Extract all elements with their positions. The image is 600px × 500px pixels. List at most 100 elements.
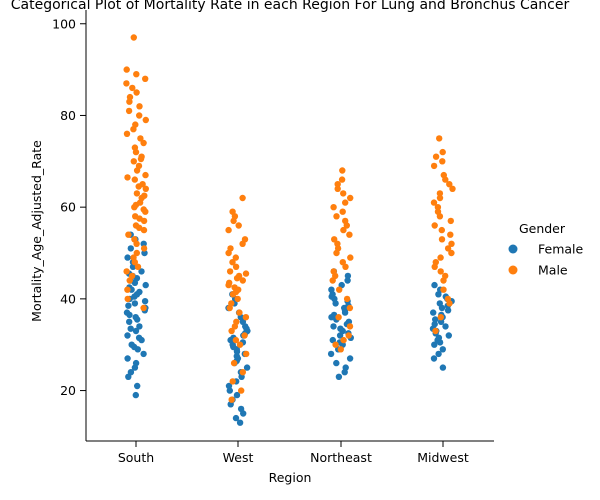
point-male bbox=[442, 272, 449, 280]
point-male bbox=[430, 162, 438, 170]
point-male bbox=[131, 236, 138, 243]
point-male bbox=[447, 217, 454, 225]
point-male bbox=[235, 222, 242, 229]
point-female bbox=[127, 245, 134, 252]
point-female bbox=[344, 272, 352, 280]
point-male bbox=[438, 226, 445, 234]
point-male bbox=[228, 396, 235, 403]
point-male bbox=[434, 208, 442, 215]
point-male bbox=[225, 226, 232, 234]
point-male bbox=[242, 314, 250, 321]
point-female bbox=[142, 281, 149, 289]
point-male bbox=[334, 185, 341, 192]
point-male bbox=[436, 190, 444, 197]
point-male bbox=[346, 304, 354, 312]
point-female bbox=[125, 302, 132, 309]
point-male bbox=[446, 181, 453, 188]
point-male bbox=[239, 277, 246, 284]
point-male bbox=[131, 144, 139, 151]
point-male bbox=[448, 240, 455, 247]
point-male bbox=[447, 231, 454, 238]
point-female bbox=[136, 323, 143, 330]
y-tick-label: 80 bbox=[60, 108, 76, 123]
point-male bbox=[336, 286, 343, 293]
point-female bbox=[430, 355, 438, 362]
point-female bbox=[329, 336, 336, 344]
point-female bbox=[141, 249, 148, 257]
point-female bbox=[127, 369, 135, 376]
point-female bbox=[128, 341, 135, 348]
point-female bbox=[140, 240, 147, 247]
point-female bbox=[442, 323, 449, 330]
point-female bbox=[232, 414, 240, 422]
x-ticks: South West Northeast Midwest bbox=[118, 441, 469, 465]
point-female bbox=[342, 364, 349, 371]
point-male bbox=[130, 34, 137, 41]
point-male bbox=[130, 158, 137, 165]
point-female bbox=[123, 309, 131, 316]
point-female bbox=[431, 341, 438, 348]
point-male bbox=[438, 236, 446, 243]
point-male bbox=[444, 245, 452, 252]
point-male bbox=[449, 185, 456, 192]
point-male bbox=[129, 84, 136, 92]
point-male bbox=[235, 272, 243, 280]
legend-marker-male bbox=[508, 265, 518, 275]
point-female bbox=[337, 325, 344, 332]
point-female bbox=[439, 346, 446, 353]
point-male bbox=[126, 93, 134, 101]
legend-label-male: Male bbox=[538, 263, 568, 278]
point-female bbox=[138, 268, 145, 275]
point-male bbox=[241, 332, 248, 339]
point-male bbox=[123, 130, 131, 137]
point-female bbox=[124, 254, 131, 261]
point-male bbox=[228, 300, 235, 307]
x-tick-label: South bbox=[118, 450, 154, 465]
point-male bbox=[229, 208, 236, 215]
point-male bbox=[136, 103, 143, 110]
point-male bbox=[139, 181, 146, 188]
point-male bbox=[340, 190, 347, 197]
point-male bbox=[236, 309, 243, 316]
point-male bbox=[340, 336, 347, 344]
point-male bbox=[133, 249, 140, 257]
point-male bbox=[432, 153, 440, 160]
point-male bbox=[436, 135, 443, 142]
point-female bbox=[225, 382, 233, 390]
point-male bbox=[141, 192, 148, 199]
point-male bbox=[140, 304, 147, 312]
point-male bbox=[133, 190, 141, 197]
point-male bbox=[330, 268, 337, 275]
point-female bbox=[140, 350, 147, 358]
point-male bbox=[231, 284, 238, 291]
point-male bbox=[238, 387, 245, 394]
chart-title: Categorical Plot of Mortality Rate in ea… bbox=[11, 0, 570, 13]
point-female bbox=[135, 334, 143, 341]
point-male bbox=[132, 222, 140, 229]
y-tick-label: 100 bbox=[52, 16, 76, 31]
point-male bbox=[130, 254, 137, 261]
point-female bbox=[237, 405, 245, 413]
point-male bbox=[124, 174, 131, 181]
point-male bbox=[232, 263, 240, 270]
point-male bbox=[337, 346, 344, 353]
point-male bbox=[123, 268, 130, 275]
point-male bbox=[133, 71, 140, 78]
point-female bbox=[233, 353, 240, 360]
point-female bbox=[333, 359, 340, 367]
point-male bbox=[339, 259, 346, 266]
point-female bbox=[131, 300, 139, 307]
point-male bbox=[439, 158, 446, 165]
point-male bbox=[241, 236, 249, 243]
y-ticks: 20 40 60 80 100 bbox=[52, 16, 86, 398]
point-male bbox=[132, 213, 139, 220]
point-male bbox=[239, 194, 246, 202]
point-male bbox=[343, 295, 351, 303]
point-male bbox=[234, 295, 241, 303]
point-male bbox=[430, 199, 438, 206]
point-male bbox=[431, 222, 438, 229]
point-male bbox=[230, 359, 238, 367]
point-female bbox=[435, 350, 442, 358]
point-male bbox=[140, 245, 148, 252]
x-tick-label: Northeast bbox=[310, 450, 372, 465]
